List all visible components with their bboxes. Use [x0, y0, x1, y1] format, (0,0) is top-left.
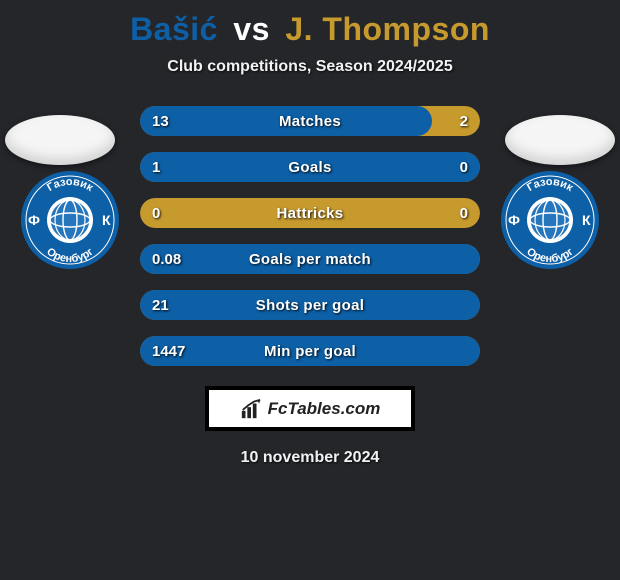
stat-row: 10Goals [140, 152, 480, 182]
stat-row: 0.08Goals per match [140, 244, 480, 274]
player2-club-badge: Газовик Оренбург Ф К [500, 170, 600, 270]
svg-text:Ф: Ф [508, 212, 520, 228]
stat-label: Hattricks [140, 198, 480, 228]
brand-badge: FcTables.com [205, 386, 415, 431]
subtitle: Club competitions, Season 2024/2025 [167, 58, 452, 76]
stat-label: Matches [140, 106, 480, 136]
title-vs: vs [233, 11, 270, 47]
page-title: Bašić vs J. Thompson [130, 11, 490, 48]
comparison-card: Bašić vs J. Thompson Club competitions, … [0, 0, 620, 467]
svg-text:К: К [582, 212, 591, 228]
date-text: 10 november 2024 [241, 449, 380, 467]
player1-club-badge: Газовик Оренбург Ф К [20, 170, 120, 270]
player2-avatar-placeholder [505, 115, 615, 165]
stat-row: 132Matches [140, 106, 480, 136]
chart-icon [240, 398, 262, 420]
player1-avatar-placeholder [5, 115, 115, 165]
stat-row: 00Hattricks [140, 198, 480, 228]
club-crest-icon: Газовик Оренбург Ф К [20, 170, 120, 270]
stat-row: 1447Min per goal [140, 336, 480, 366]
stat-label: Goals per match [140, 244, 480, 274]
brand-text: FcTables.com [268, 399, 381, 419]
title-player2: J. Thompson [285, 11, 490, 47]
club-crest-icon: Газовик Оренбург Ф К [500, 170, 600, 270]
title-player1: Bašić [130, 11, 218, 47]
stat-label: Shots per goal [140, 290, 480, 320]
svg-text:К: К [102, 212, 111, 228]
stat-row: 21Shots per goal [140, 290, 480, 320]
svg-text:Ф: Ф [28, 212, 40, 228]
stat-label: Goals [140, 152, 480, 182]
stats-list: 132Matches 10Goals 00Hattricks 0.08Goals pe… [140, 106, 480, 366]
stat-label: Min per goal [140, 336, 480, 366]
